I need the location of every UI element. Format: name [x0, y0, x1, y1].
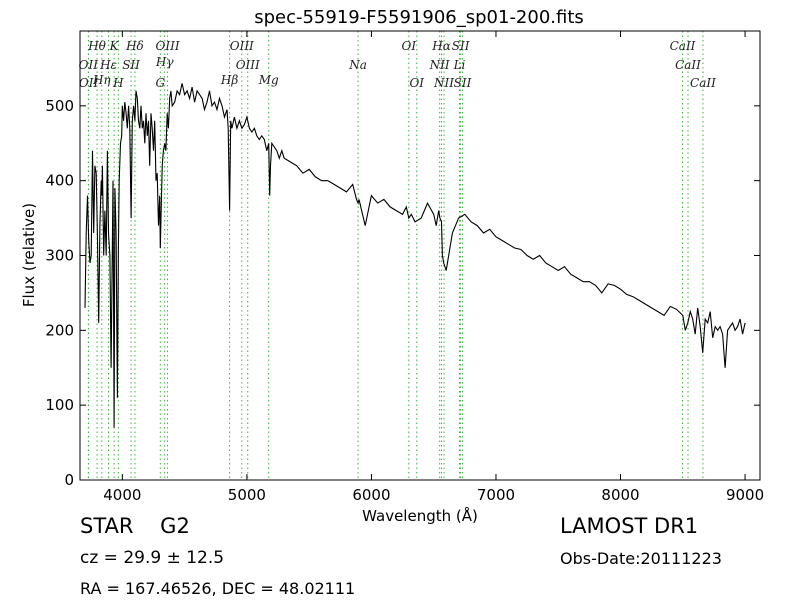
line-label: Hβ — [220, 73, 238, 87]
axis-ticks-group: 4000 5000 6000 7000 8000 9000 0 100 200 300 400 500 — [45, 31, 764, 504]
chart-title: spec-55919-F5591906_sp01-200.fits — [254, 7, 584, 28]
line-label: K — [109, 39, 120, 53]
line-label: OI — [402, 39, 417, 53]
line-label: SII — [452, 39, 470, 53]
line-label: Hθ — [87, 39, 106, 53]
line-label: H — [112, 76, 124, 90]
y-tick-label: 0 — [64, 471, 74, 489]
line-label: Hγ — [155, 55, 174, 69]
x-tick-label: 6000 — [352, 486, 390, 504]
y-tick-label: 200 — [45, 321, 74, 339]
line-label: NII — [433, 76, 454, 90]
y-tick-label: 100 — [45, 396, 74, 414]
line-label: CaII — [670, 39, 696, 53]
line-label: Li — [453, 58, 466, 72]
line-label: SII — [454, 76, 472, 90]
x-tick-label: 7000 — [477, 486, 515, 504]
line-label: Mg — [258, 73, 279, 87]
line-label: OII — [79, 76, 99, 90]
x-tick-label: 9000 — [726, 486, 764, 504]
y-tick-label: 300 — [45, 247, 74, 265]
plot-frame — [79, 30, 761, 481]
line-label: NII — [429, 58, 450, 72]
line-label: OIII — [156, 39, 180, 53]
object-class-label: STAR G2 — [80, 514, 190, 538]
coordinates-label: RA = 167.46526, DEC = 48.02111 — [80, 579, 356, 598]
line-label: SII — [122, 58, 140, 72]
line-label: CaII — [675, 58, 701, 72]
x-tick-label: 5000 — [228, 486, 266, 504]
line-marker-group — [87, 31, 704, 480]
spectrum-series-line — [84, 83, 746, 428]
x-axis-label: Wavelength (Å) — [362, 506, 478, 525]
y-axis-label: Flux (relative) — [20, 203, 38, 307]
line-label: Na — [348, 58, 367, 72]
line-label: OII — [79, 58, 99, 72]
line-label: G — [156, 76, 166, 90]
x-tick-label: 4000 — [103, 486, 141, 504]
line-label: OIII — [230, 39, 254, 53]
line-label: CaII — [690, 76, 716, 90]
line-label: Hα — [431, 39, 451, 53]
x-tick-label: 8000 — [601, 486, 639, 504]
line-label: Hε — [99, 58, 117, 72]
line-label: Hη — [92, 73, 111, 87]
line-label: OIII — [236, 58, 260, 72]
y-tick-label: 500 — [45, 97, 74, 115]
y-tick-label: 400 — [45, 172, 74, 190]
redshift-label: cz = 29.9 ± 12.5 — [80, 548, 225, 568]
survey-label: LAMOST DR1 — [560, 514, 699, 538]
line-label: Hδ — [125, 39, 144, 53]
obs-date-label: Obs-Date:20111223 — [560, 549, 722, 568]
line-label: OI — [409, 76, 424, 90]
